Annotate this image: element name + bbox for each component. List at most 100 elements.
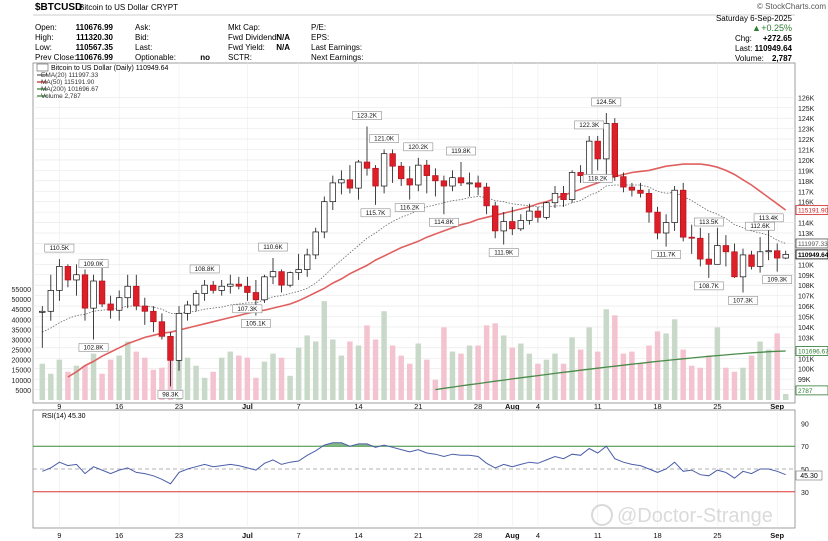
candle-body-up [551, 192, 559, 204]
rsi-axis: 30 50 70 90 [801, 421, 809, 496]
price-tick-label: 124K [798, 116, 815, 123]
candle-body-down [252, 292, 260, 301]
symbol: $BTCUSD [35, 2, 82, 13]
price-tag: 101696.67 [795, 346, 828, 356]
rsi-tick-label: 70 [801, 444, 809, 451]
quote-label: Prev Close: [35, 53, 76, 62]
price-tick-label: 126K [798, 95, 815, 102]
volume-bar [406, 363, 413, 400]
annotation-label: 107.3K [237, 306, 258, 313]
pct-change: +0.25% [761, 23, 792, 33]
volume-bar [107, 359, 114, 400]
quote-label: Fwd Dividend: [228, 33, 279, 42]
date-tick-label: 21 [414, 402, 422, 411]
volume-bar [500, 335, 507, 400]
candle-body-up [466, 182, 473, 185]
volume-bar [116, 355, 122, 400]
candle-body-down [509, 221, 516, 230]
candle [218, 279, 225, 296]
watermark-text: @Doctor-Strange [617, 505, 773, 527]
date-tick-label: 14 [354, 531, 362, 540]
candle-body-down [680, 189, 687, 238]
candle [645, 189, 653, 223]
candle [474, 175, 482, 196]
volume-bar [782, 393, 789, 400]
annotation-label: 121.0K [374, 136, 395, 143]
volume-bar [449, 351, 456, 400]
candle [150, 306, 157, 333]
annotation-label: 112.6K [750, 223, 770, 230]
candle-body-up [261, 276, 268, 301]
candle [509, 206, 516, 236]
ma50-line [67, 163, 787, 378]
price-tick-label: 106K [798, 304, 815, 311]
candle [295, 253, 302, 280]
date-tick-label: 23 [175, 402, 183, 411]
candle [107, 295, 114, 319]
annotation-box [753, 213, 784, 223]
price-tick-label: 105K [798, 315, 815, 322]
volume-bar [82, 365, 88, 400]
volume-tick-label: 55000 [12, 287, 32, 294]
price-annotation: 120.2K [403, 142, 434, 152]
price-annotations: 110.5K 109.0K 102.8K 98.3K 108.8K 107.3K 105.1… [44, 97, 793, 399]
candle-body-up [175, 313, 183, 361]
price-tag: 115191.90 [795, 205, 828, 216]
volume-bar [347, 341, 353, 400]
candle [81, 269, 89, 321]
volume-bar [133, 351, 140, 400]
volume-bar [338, 355, 345, 400]
date-tick-label: Aug [505, 402, 520, 411]
quote-label: Ask: [135, 23, 151, 32]
candle [714, 227, 721, 265]
moving-average-lines [42, 163, 787, 391]
volume-bar [492, 323, 498, 400]
price-tick-label: 120K [798, 158, 815, 165]
candle-body-up [756, 251, 764, 267]
candle [321, 196, 328, 239]
volume-bar [688, 365, 695, 400]
candle-body-down [722, 245, 730, 253]
volume-bar [415, 343, 422, 400]
price-annotation: 112.6K [745, 221, 775, 231]
candle-body-up [73, 274, 80, 281]
quote-date: Saturday 6-Sep-2025 [716, 14, 793, 23]
quote-value: 111320.30 [76, 33, 113, 42]
candle-body-up [269, 271, 277, 278]
candle [261, 274, 268, 303]
rsi-panel: 30 50 70 90 RSI(14) 45.30 45.30 [32, 409, 823, 529]
volume-bar [330, 339, 336, 400]
annotation-box [762, 275, 793, 284]
volume-bar [466, 345, 473, 400]
annotation-box [394, 203, 425, 212]
candle [184, 300, 191, 321]
candle-body-down [534, 210, 542, 218]
volume-bar [56, 359, 63, 400]
candle-body-down [577, 172, 584, 176]
price-annotation: 109.3K [762, 275, 793, 284]
candle-body-down [210, 284, 217, 291]
date-tick-label: Sep [770, 531, 784, 540]
price-tag: 110949.64 [795, 249, 828, 260]
candle [141, 297, 148, 325]
volume-bar [654, 331, 661, 400]
price-annotation: 118.2K [582, 174, 613, 183]
price-annotation: 111.9K [488, 248, 519, 257]
candle-body-up [603, 123, 610, 160]
legend-item: MA(200) 101696.67 [41, 86, 99, 93]
volume-bar [124, 341, 131, 400]
candle [671, 186, 678, 231]
candle-body-down [158, 321, 166, 337]
quote-label: Last: [135, 43, 152, 52]
price-annotation: 102.8K [78, 343, 109, 352]
candle-body-down [611, 123, 618, 177]
rsi-value-tag [795, 470, 823, 481]
candle [457, 162, 465, 187]
legend-item: MA(50) 115191.90 [41, 79, 95, 86]
date-tick-label: Sep [770, 402, 784, 411]
rsi-label: RSI(14) 45.30 [42, 413, 86, 420]
last-value: 110949.64 [755, 44, 793, 53]
annotation-box [651, 250, 681, 259]
candle [611, 118, 618, 181]
candlesticks [39, 112, 789, 387]
